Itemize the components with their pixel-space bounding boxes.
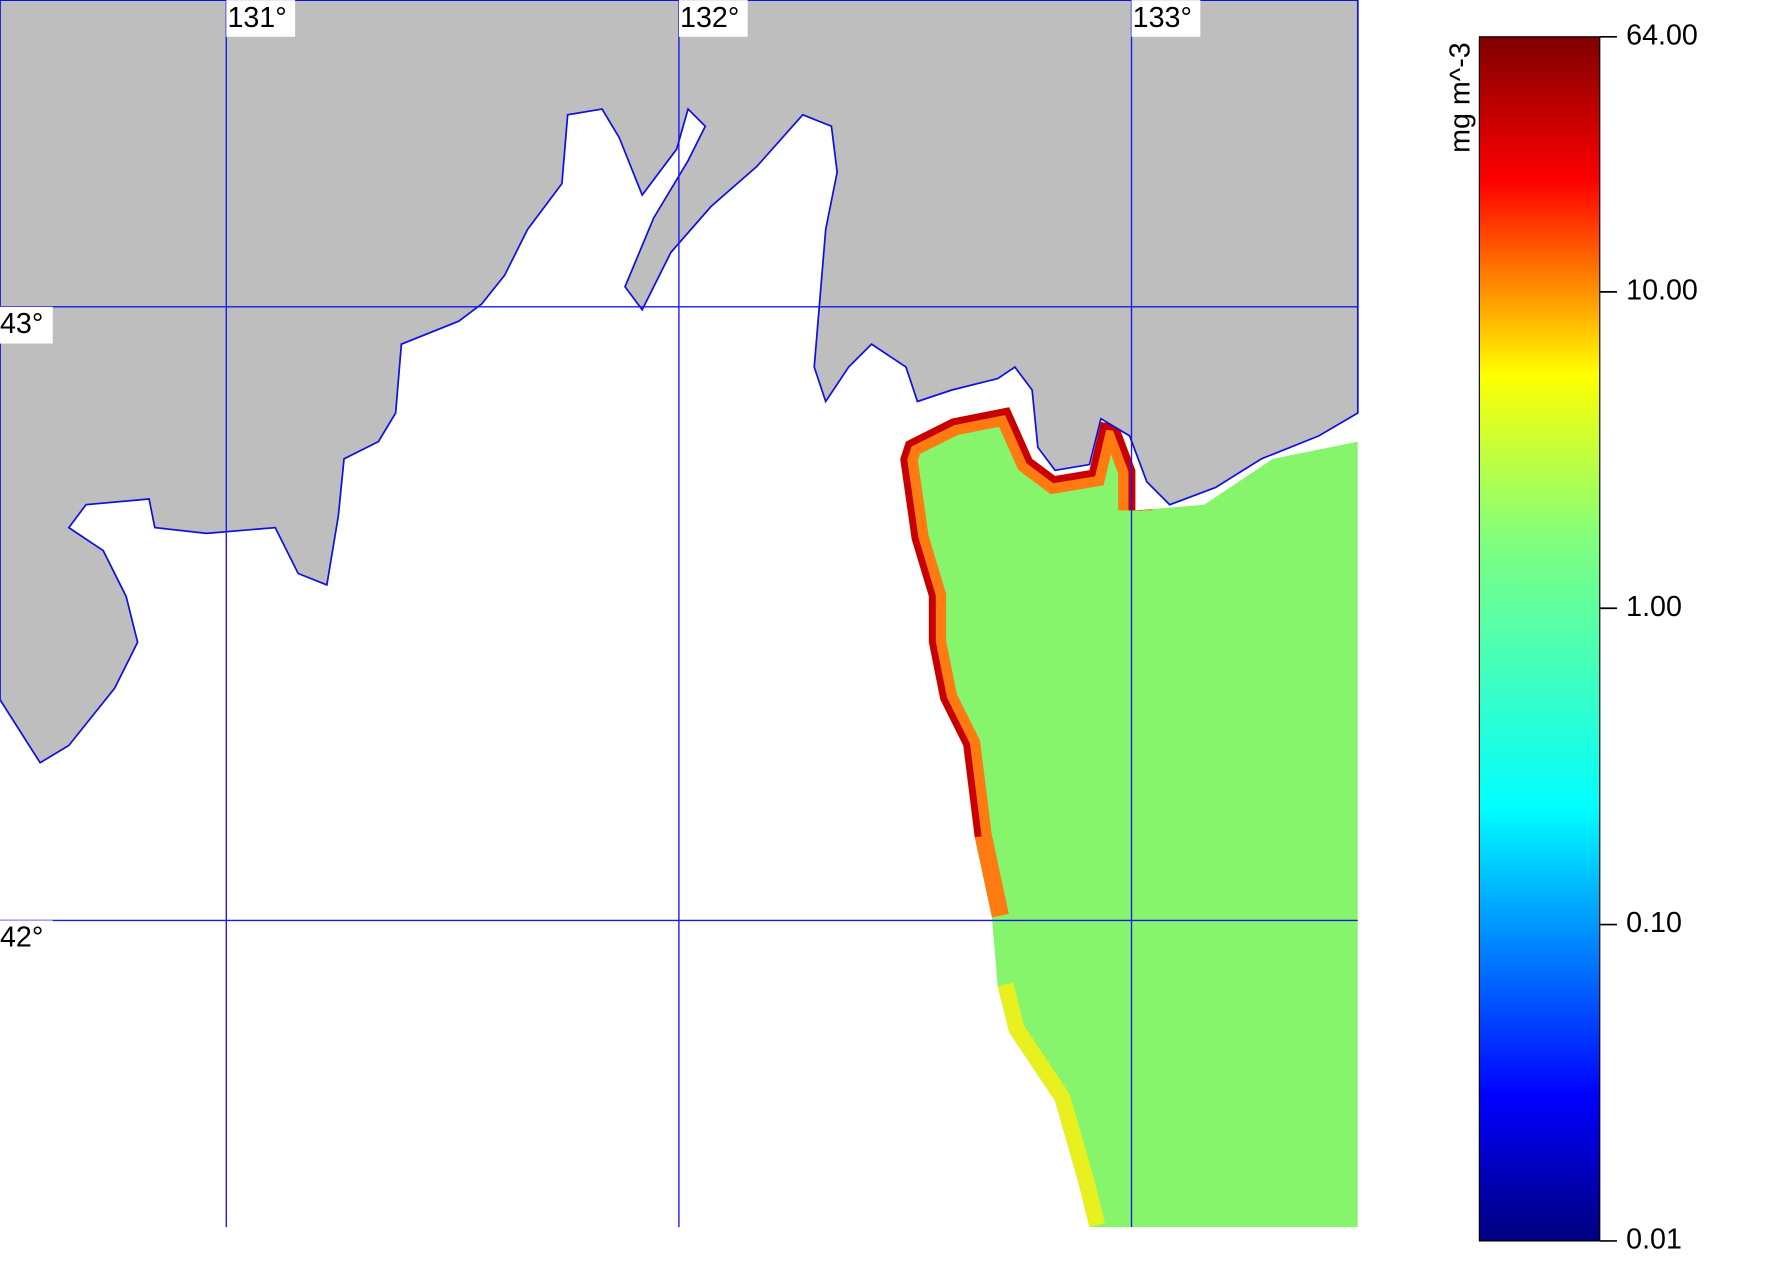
graticule: 131° 132° 133° 43° 42°: [0, 0, 1358, 1228]
meridian-label: 131°: [227, 2, 286, 34]
colorbar-tick-label: 64.00: [1626, 19, 1698, 51]
parallel-label-bg: [0, 306, 53, 344]
colorbar-tick-label: 10.00: [1626, 274, 1698, 306]
meridian-label: 133°: [1133, 2, 1192, 34]
meridian-label: 132°: [680, 2, 739, 34]
land: [0, 0, 1359, 764]
meridian-label-bg: [226, 0, 296, 37]
colorbar-tick-label: 0.10: [1626, 907, 1682, 939]
colorbar-tick-label: 1.00: [1626, 591, 1682, 623]
colorbar: [1478, 36, 1601, 1242]
parallel-label: 43°: [0, 308, 43, 340]
meridian-label-bg: [678, 0, 748, 37]
colorbar-units: mg m^-3: [1445, 42, 1477, 153]
meridian-label-bg: [1131, 0, 1201, 37]
parallel-label: 42°: [0, 921, 43, 953]
colorbar-tick-label: 0.01: [1626, 1224, 1682, 1256]
parallel-label-bg: [0, 920, 53, 958]
colorbar-ticks: 64.00 10.00 1.00 0.10 0.01: [1599, 19, 1698, 1256]
